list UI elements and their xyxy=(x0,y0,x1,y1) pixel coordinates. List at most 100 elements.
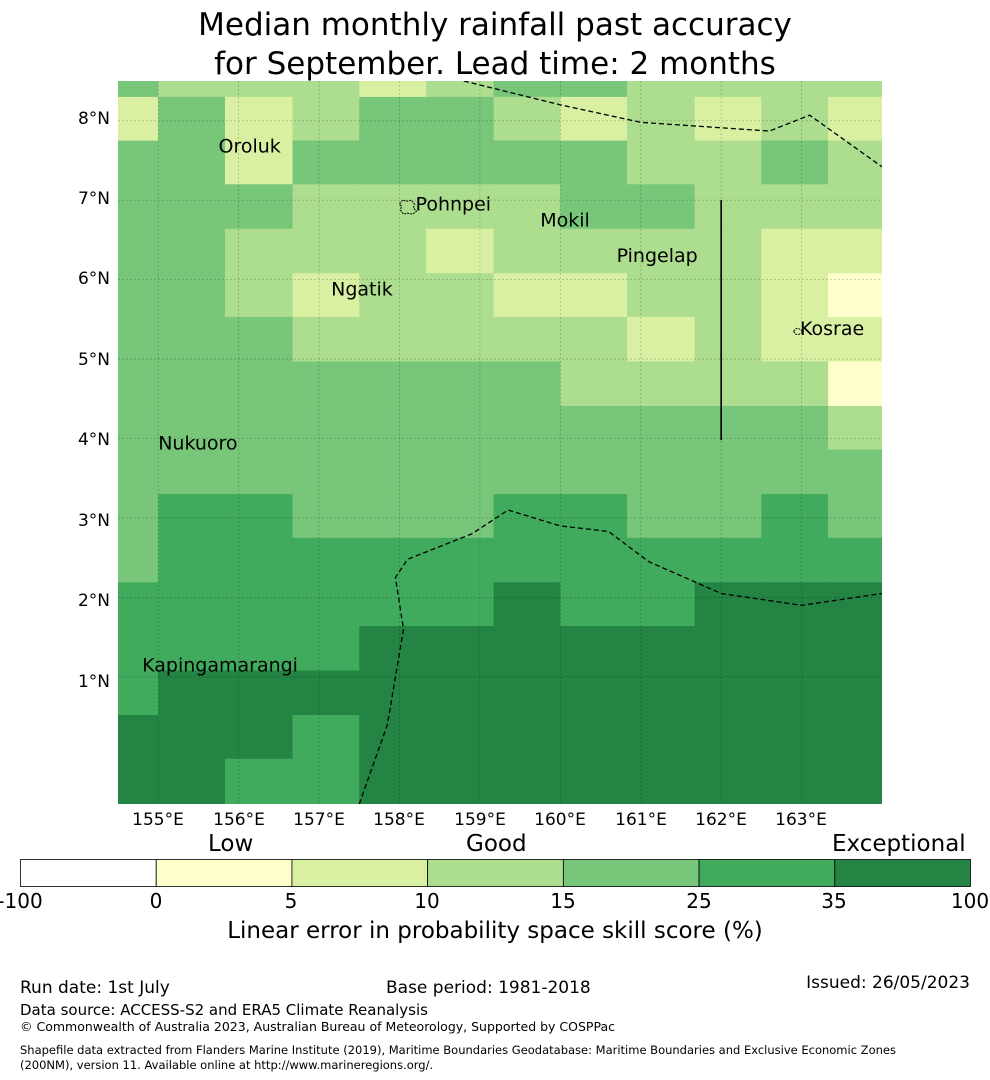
skill-cell xyxy=(828,715,882,760)
skill-cell xyxy=(761,361,829,407)
place-label: Pohnpei xyxy=(416,194,492,216)
place-label: Oroluk xyxy=(219,136,281,158)
skill-cell xyxy=(828,582,882,627)
copyright: © Commonwealth of Australia 2023, Austra… xyxy=(20,1019,615,1034)
skill-cell xyxy=(359,405,427,451)
skill-cell xyxy=(118,494,159,539)
lon-label-157e: 157°E xyxy=(293,810,345,830)
category-low: Low xyxy=(208,831,254,857)
skill-cell xyxy=(560,715,628,760)
skill-cell xyxy=(694,228,762,274)
skill-cell xyxy=(560,273,628,318)
skill-cell xyxy=(426,758,495,804)
lat-label-4n: 4°N xyxy=(77,430,110,450)
skill-cell xyxy=(493,626,561,672)
skill-cell xyxy=(828,670,882,716)
skill-cell xyxy=(761,96,829,142)
issued-date: Issued: 26/05/2023 xyxy=(806,973,970,993)
skill-cell xyxy=(426,184,495,230)
cbar-tick-35: 35 xyxy=(821,889,847,913)
skill-cell xyxy=(292,184,360,230)
skill-cell xyxy=(426,361,495,407)
skill-cell xyxy=(627,140,696,185)
skill-score-map: Oroluk Pohnpei Mokil Pingelap Ngatik Kosrae Nu… xyxy=(118,81,882,804)
skill-cell xyxy=(359,273,427,318)
skill-cell xyxy=(627,361,696,407)
skill-cell xyxy=(359,758,427,804)
skill-cell xyxy=(694,273,762,318)
skill-cell xyxy=(224,494,294,539)
skill-cell xyxy=(493,361,561,407)
skill-cell xyxy=(828,758,882,804)
skill-cell xyxy=(118,670,159,716)
skill-cell xyxy=(224,405,294,451)
skill-cell xyxy=(158,273,226,318)
skill-cell xyxy=(761,670,829,716)
skill-cell xyxy=(224,582,294,627)
skill-cell xyxy=(761,537,829,583)
skill-cell xyxy=(224,184,294,230)
skill-cell xyxy=(426,582,495,627)
skill-cell xyxy=(627,449,696,495)
skill-cell xyxy=(627,228,696,274)
skill-cell xyxy=(292,449,360,495)
skill-cell xyxy=(158,361,226,407)
skill-cell xyxy=(694,449,762,495)
skill-cell xyxy=(359,140,427,185)
skill-cell xyxy=(359,494,427,539)
skill-cell xyxy=(694,494,762,539)
skill-cell xyxy=(292,316,360,363)
skill-cell xyxy=(158,405,226,451)
skill-cell xyxy=(828,449,882,495)
skill-cell xyxy=(493,81,561,98)
skill-cell xyxy=(694,758,762,804)
skill-cell xyxy=(627,715,696,760)
colorbar-segment xyxy=(834,859,971,887)
skill-cell xyxy=(224,758,294,804)
skill-cell xyxy=(426,273,495,318)
skill-cell xyxy=(158,140,226,185)
skill-cell xyxy=(224,361,294,407)
skill-cell xyxy=(426,405,495,451)
skill-cell xyxy=(158,184,226,230)
skill-cell xyxy=(118,361,159,407)
skill-cell xyxy=(560,449,628,495)
skill-cell xyxy=(761,758,829,804)
base-period: Base period: 1981-2018 xyxy=(386,978,591,998)
skill-cell xyxy=(694,361,762,407)
skill-cell xyxy=(426,537,495,583)
skill-cell xyxy=(158,582,226,627)
skill-cell xyxy=(560,758,628,804)
skill-cell xyxy=(292,670,360,716)
skill-cell xyxy=(560,316,628,363)
skill-cell xyxy=(761,184,829,230)
skill-cell xyxy=(627,273,696,318)
skill-cell xyxy=(560,405,628,451)
eez-boundary xyxy=(463,81,882,168)
skill-cell xyxy=(761,316,829,363)
skill-cell xyxy=(359,96,427,142)
skill-cell xyxy=(292,228,360,274)
lat-label-3n: 3°N xyxy=(77,511,110,531)
skill-cell xyxy=(292,273,360,318)
skill-cell xyxy=(359,316,427,363)
skill-cell xyxy=(828,537,882,583)
skill-cell xyxy=(359,449,427,495)
skill-cell xyxy=(158,316,226,363)
skill-cell xyxy=(560,494,628,539)
skill-cell xyxy=(292,81,360,98)
shapefile-credit-line2: (200NM), version 11. Available online at… xyxy=(20,1058,434,1072)
skill-cell xyxy=(493,184,561,230)
skill-cell xyxy=(493,670,561,716)
cbar-tick-5: 5 xyxy=(284,889,298,913)
skill-cell xyxy=(627,670,696,716)
skill-cell xyxy=(560,670,628,716)
skill-cell xyxy=(627,96,696,142)
skill-cell xyxy=(493,96,561,142)
skill-cell xyxy=(828,361,882,407)
skill-cell xyxy=(828,626,882,672)
skill-cell xyxy=(118,184,159,230)
skill-cell xyxy=(828,96,882,142)
colorbar-segment xyxy=(427,859,564,887)
cbar-tick-minus100: -100 xyxy=(0,889,43,913)
